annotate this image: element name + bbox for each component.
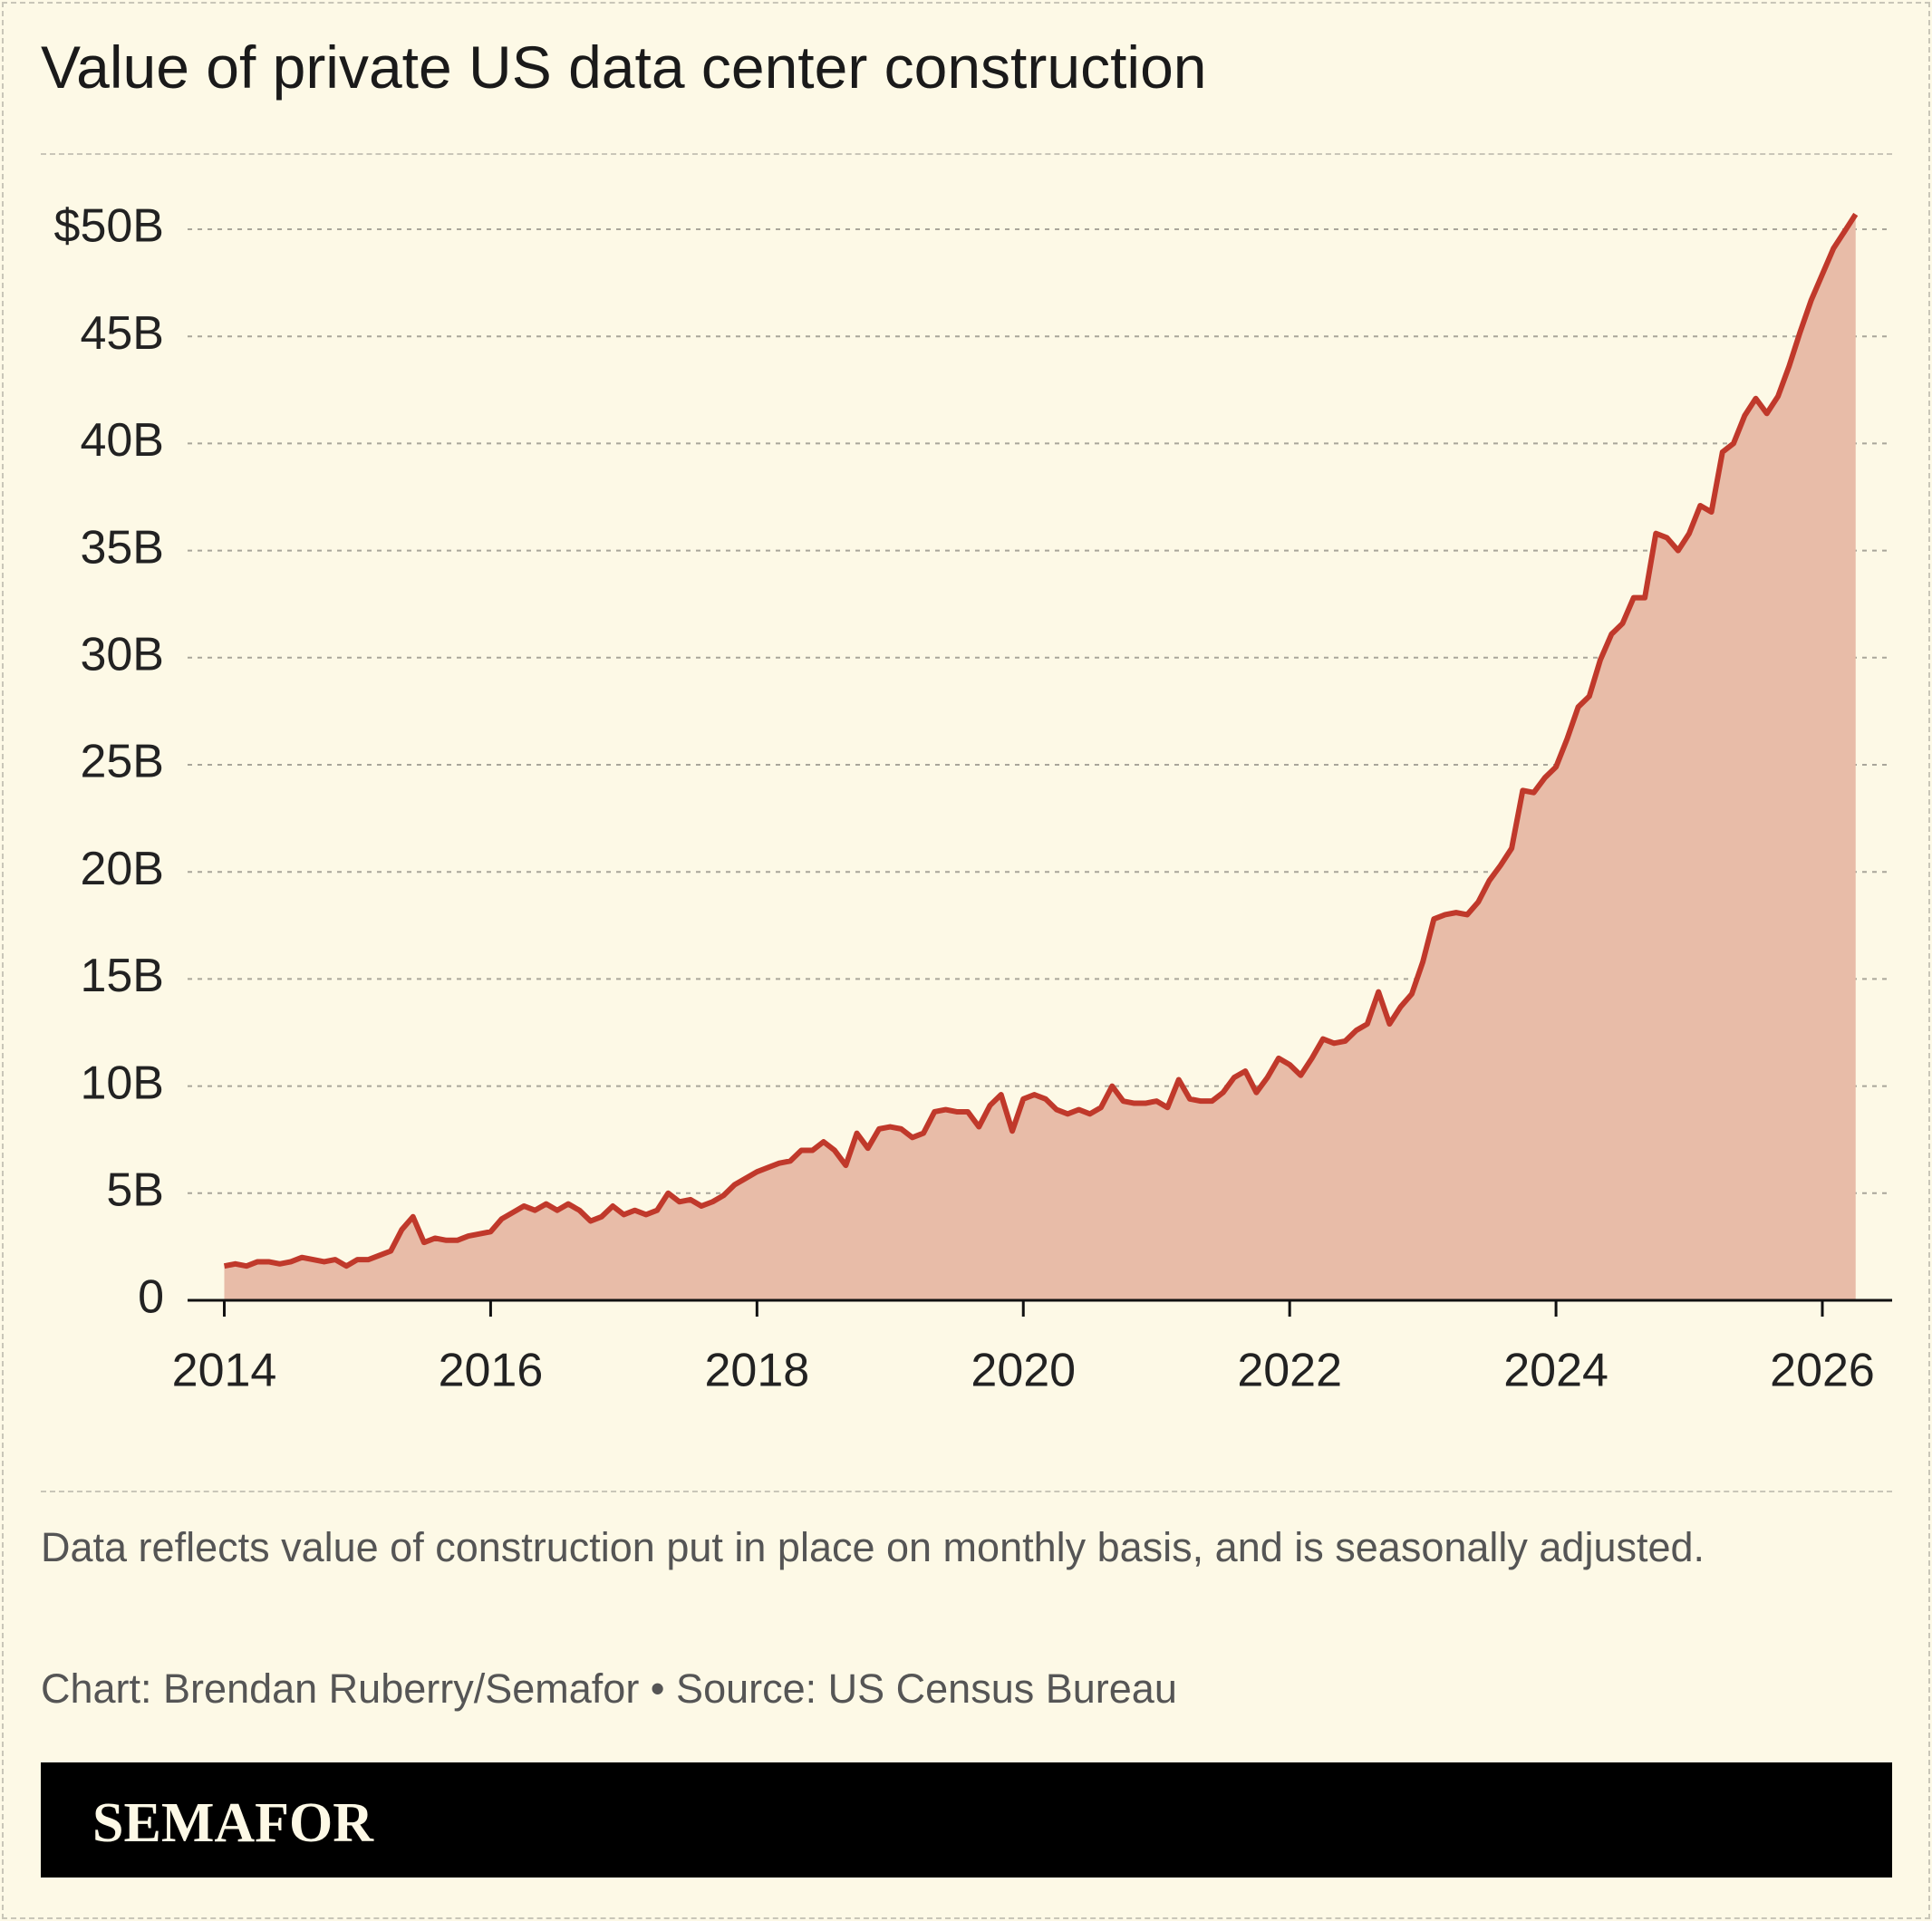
- y-tick-label: 15B: [80, 950, 164, 1002]
- y-tick-label: 0: [138, 1271, 164, 1324]
- x-tick-label: 2014: [172, 1345, 277, 1397]
- y-tick-label: 45B: [80, 307, 164, 360]
- y-tick-label: 30B: [80, 629, 164, 681]
- x-tick-label: 2020: [971, 1345, 1076, 1397]
- x-tick-label: 2026: [1770, 1345, 1875, 1397]
- divider: [41, 153, 1892, 155]
- y-tick-label: $50B: [54, 200, 164, 253]
- chart: 0 5B 10B 15B 20B 25B 30B 35B 40B 45B $50B 2014 2016 2…: [54, 200, 1892, 1397]
- x-tick-label: 2018: [704, 1345, 809, 1397]
- area: [224, 214, 1856, 1301]
- y-tick-label: 35B: [80, 521, 164, 574]
- note: Data reflects value of construction put …: [41, 1524, 1705, 1570]
- divider: [41, 1491, 1892, 1492]
- x-tick-label: 2024: [1503, 1345, 1608, 1397]
- y-tick-label: 25B: [80, 736, 164, 788]
- x-tick-label: 2022: [1237, 1345, 1342, 1397]
- y-tick-label: 40B: [80, 414, 164, 467]
- brand: SEMAFOR: [92, 1792, 373, 1854]
- y-tick-label: 5B: [106, 1164, 164, 1217]
- x-tick-label: 2016: [439, 1345, 544, 1397]
- credit: Chart: Brendan Ruberry/Semafor • Source:…: [41, 1665, 1177, 1712]
- y-tick-label: 10B: [80, 1057, 164, 1109]
- line: [223, 212, 1859, 1269]
- chart-title: Value of private US data center construc…: [41, 34, 1207, 101]
- brand-bar: SEMAFOR: [41, 1762, 1892, 1878]
- y-tick-label: 20B: [80, 843, 164, 895]
